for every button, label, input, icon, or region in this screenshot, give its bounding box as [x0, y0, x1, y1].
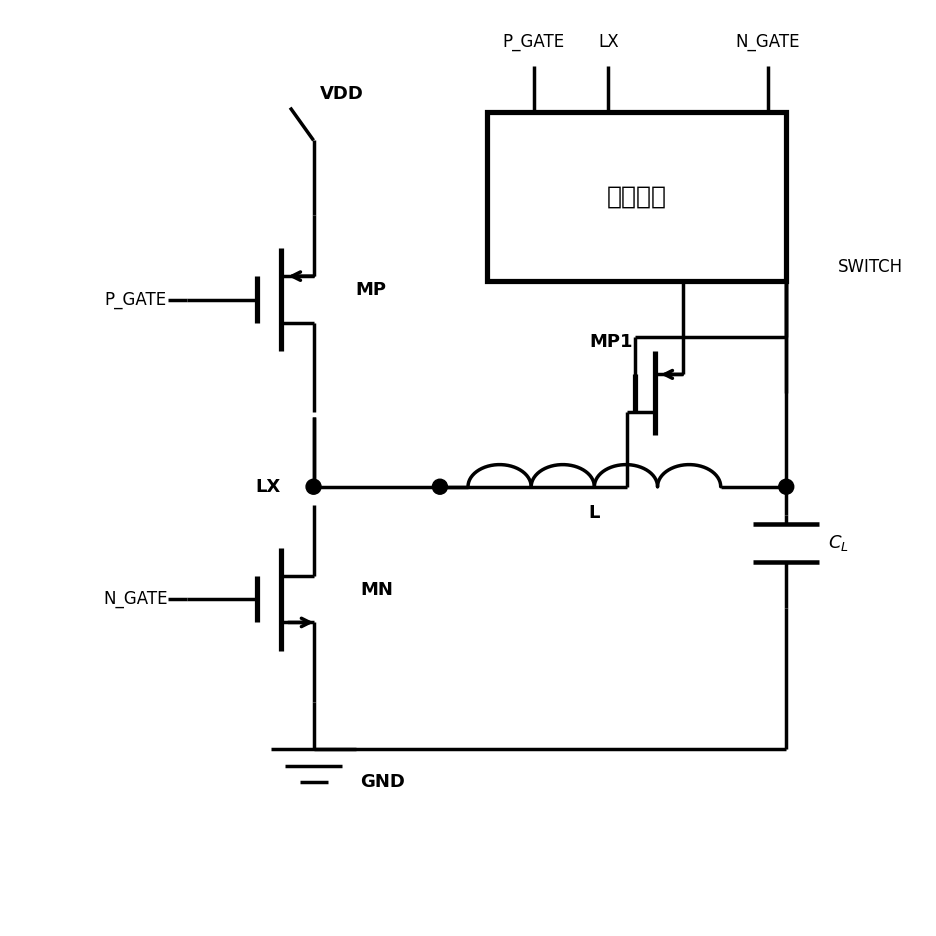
Text: LX: LX — [598, 33, 619, 51]
Text: VDD: VDD — [320, 84, 363, 103]
Text: N_GATE: N_GATE — [104, 590, 168, 608]
Text: L: L — [589, 504, 600, 522]
Circle shape — [306, 479, 321, 494]
Text: N_GATE: N_GATE — [736, 33, 799, 51]
Text: 控制逻辑: 控制逻辑 — [607, 184, 666, 209]
Text: LX: LX — [256, 477, 281, 496]
Text: MN: MN — [360, 580, 393, 599]
Text: $C_L$: $C_L$ — [828, 533, 849, 553]
Text: GND: GND — [360, 772, 405, 791]
Text: P_GATE: P_GATE — [503, 33, 564, 51]
Text: P_GATE: P_GATE — [105, 290, 167, 309]
Text: SWITCH: SWITCH — [838, 257, 903, 276]
Circle shape — [432, 479, 447, 494]
Circle shape — [779, 479, 794, 494]
Text: MP1: MP1 — [590, 332, 633, 351]
Bar — [487, 112, 786, 281]
Text: MP: MP — [356, 281, 387, 300]
